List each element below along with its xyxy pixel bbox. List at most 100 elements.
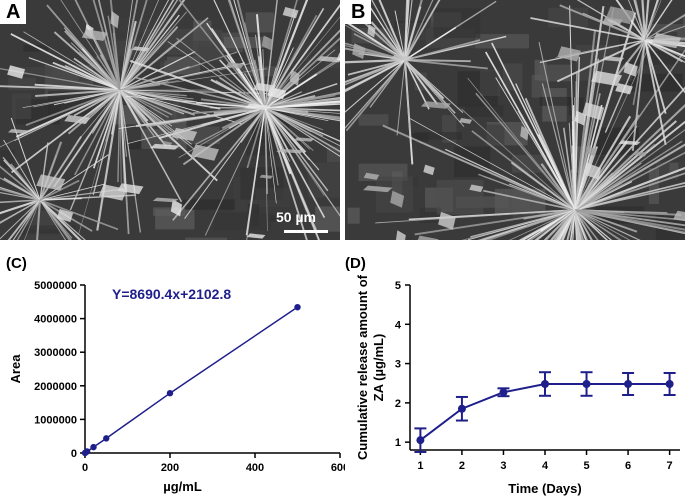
crystal-needle bbox=[119, 89, 175, 142]
crystal-needle bbox=[12, 199, 41, 240]
crystal-needle bbox=[566, 209, 576, 240]
sem-texture-a bbox=[0, 0, 340, 240]
crystal-needle bbox=[39, 154, 109, 201]
x-tick-label: 5 bbox=[583, 460, 589, 472]
crystal-needle bbox=[264, 107, 308, 128]
crystal-plate bbox=[632, 150, 648, 157]
crystal-plate bbox=[261, 35, 274, 51]
crystal-needle bbox=[176, 37, 266, 109]
crystal-needle bbox=[264, 107, 340, 147]
y-tick-label: 5000000 bbox=[34, 280, 77, 292]
crystal-plate bbox=[316, 56, 340, 63]
x-tick-label: 1 bbox=[417, 460, 423, 472]
crystal-needle bbox=[35, 88, 121, 98]
sem-patch bbox=[23, 44, 49, 52]
crystal-needle bbox=[264, 107, 309, 113]
crystal-needle bbox=[378, 0, 406, 61]
crystal-needle bbox=[574, 120, 677, 211]
fit-line bbox=[84, 306, 298, 454]
x-tick-label: 600 bbox=[331, 462, 345, 474]
y-tick-label: 4 bbox=[395, 319, 402, 331]
crystal-needle bbox=[119, 0, 179, 91]
crystal-needle bbox=[545, 209, 576, 240]
crystal-needle bbox=[39, 197, 82, 201]
panel-label-c: (C) bbox=[6, 255, 27, 272]
crystal-needle bbox=[172, 107, 266, 221]
sem-patch bbox=[436, 179, 484, 215]
crystal-needle bbox=[3, 139, 41, 201]
crystal-needle bbox=[39, 199, 82, 240]
x-tick-label: 4 bbox=[542, 460, 549, 472]
crystal-needle bbox=[574, 115, 632, 211]
crystal-needle bbox=[484, 51, 576, 211]
crystal-needle bbox=[0, 188, 41, 201]
crystal-needle bbox=[184, 107, 266, 219]
crystal-needle bbox=[0, 68, 121, 91]
crystal-needle bbox=[244, 22, 266, 109]
sem-patch bbox=[678, 162, 685, 181]
crystal-needle bbox=[264, 92, 340, 109]
crystal-plate bbox=[557, 46, 581, 62]
crystal-needle bbox=[534, 209, 576, 240]
crystal-needle bbox=[53, 89, 121, 188]
crystal-needle bbox=[404, 0, 413, 61]
sem-patch bbox=[433, 8, 481, 38]
crystal-needle bbox=[219, 59, 266, 109]
sem-image-a bbox=[0, 0, 340, 240]
y-tick-label: 1000000 bbox=[34, 414, 77, 426]
y-axis-label: Cumulative release amount of bbox=[355, 274, 370, 460]
crystal-needle bbox=[404, 59, 471, 63]
crystal-plate bbox=[276, 148, 306, 154]
crystal-needle bbox=[510, 161, 576, 211]
crystal-needle bbox=[7, 199, 41, 240]
sem-patch bbox=[502, 63, 523, 91]
crystal-needle bbox=[483, 189, 576, 211]
data-point bbox=[665, 380, 674, 388]
crystal-needle bbox=[461, 108, 576, 211]
crystal-plate bbox=[110, 11, 120, 29]
crystal-needle bbox=[375, 209, 576, 224]
crystal-needle bbox=[495, 77, 576, 211]
crystal-needle bbox=[119, 17, 209, 91]
release-chart: 1 2 3 4 5 1 2 3 4 5 6 7 Time (Days) Cumulative releas… bbox=[355, 274, 680, 496]
crystal-plate bbox=[132, 46, 150, 52]
crystal-plate bbox=[289, 69, 300, 86]
crystal-needle bbox=[574, 209, 578, 240]
crystal-plate bbox=[438, 211, 456, 230]
crystal-needle bbox=[39, 199, 119, 231]
x-tick-label: 7 bbox=[667, 460, 673, 472]
crystal-needle bbox=[562, 209, 576, 240]
crystal-needle bbox=[569, 5, 576, 211]
crystal-needle bbox=[73, 89, 121, 117]
crystal-plate bbox=[520, 125, 529, 141]
crystal-plate bbox=[420, 101, 451, 109]
crystal-needle bbox=[550, 209, 576, 240]
sem-patch bbox=[185, 237, 228, 240]
crystal-plate bbox=[618, 140, 641, 146]
crystal-needle bbox=[264, 83, 338, 109]
crystal-needle bbox=[119, 89, 173, 116]
y-tick-label: 2000000 bbox=[34, 381, 77, 393]
x-tick-label: 6 bbox=[625, 460, 631, 472]
crystal-needle bbox=[404, 0, 410, 61]
crystal-needle bbox=[119, 89, 195, 150]
crystal-plate bbox=[7, 65, 26, 79]
crystal-needle bbox=[538, 41, 576, 211]
crystal-needle bbox=[264, 107, 268, 195]
crystal-needle bbox=[119, 89, 185, 115]
crystal-plate bbox=[56, 208, 74, 223]
crystal-needle bbox=[574, 209, 638, 233]
sem-texture-b bbox=[345, 0, 685, 240]
crystal-needle bbox=[119, 89, 243, 125]
crystal-plate bbox=[417, 235, 439, 240]
y-axis-label: ZA (µg/mL) bbox=[371, 334, 386, 402]
crystal-needle bbox=[264, 107, 340, 120]
crystal-needle bbox=[561, 209, 576, 240]
crystal-needle bbox=[345, 59, 406, 113]
crystal-needle bbox=[10, 33, 121, 91]
crystal-plate bbox=[602, 56, 625, 62]
data-point bbox=[541, 380, 549, 388]
crystal-plate bbox=[282, 7, 299, 19]
crystal-needle bbox=[644, 0, 660, 41]
crystal-needle bbox=[119, 89, 187, 97]
